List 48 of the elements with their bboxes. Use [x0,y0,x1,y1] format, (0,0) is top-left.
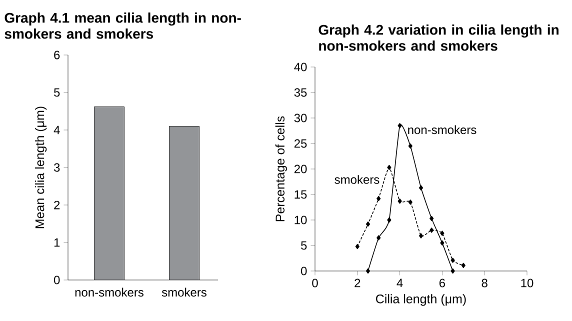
point [450,268,455,274]
x-tick-label: 4 [396,278,403,288]
x-axis-title: Cilia length (μm) [376,294,466,306]
x-tick-label: 2 [354,278,360,288]
y-tick-label: 4 [54,126,60,134]
x-tick-label: 8 [482,278,488,288]
point [366,268,370,274]
point [398,198,402,204]
y-tick-label: 30 [294,114,307,122]
point [418,233,424,238]
point [387,217,392,223]
point [440,240,444,246]
x-tick-label: 6 [439,278,446,288]
x-tick-label: 0 [312,278,318,288]
y-tick-label: 20 [294,164,307,174]
point [450,258,455,263]
y-tick-label: 3 [54,163,60,172]
y-tick-label: 0 [301,266,307,276]
y-tick-label: 25 [294,139,307,148]
y-tick-label: 15 [294,190,307,199]
point [430,228,434,233]
point [376,196,381,202]
chart-title: Graph 4.1 mean cilia length in non-smokers and smokers [4,12,241,39]
y-axis-title: Mean cilia length (μm) [35,106,47,228]
point [408,200,412,205]
y-tick-label: 35 [294,88,307,97]
point [440,230,444,236]
point [418,185,424,190]
y-tick-label: 10 [294,216,307,224]
series-label: smokers [334,175,380,184]
y-tick-label: 5 [301,241,307,250]
y-tick-label: 40 [294,62,307,72]
point [355,244,360,250]
x-tick-label: 10 [521,278,534,288]
point [387,164,392,170]
point [408,143,412,149]
series-label: non-smokers [408,125,476,134]
y-tick-label: 1 [54,238,60,247]
y-tick-label: 6 [54,50,60,60]
point [366,221,370,227]
point [398,123,402,128]
chart-title: Graph 4.2 variation in cilia length in non-smokers and smokers [318,24,558,51]
y-tick-label: 5 [54,88,60,97]
point [430,216,434,222]
point [461,262,466,268]
point [376,235,381,240]
y-tick-label: 2 [54,200,60,210]
y-axis-title: Percentage of cells [275,116,287,222]
